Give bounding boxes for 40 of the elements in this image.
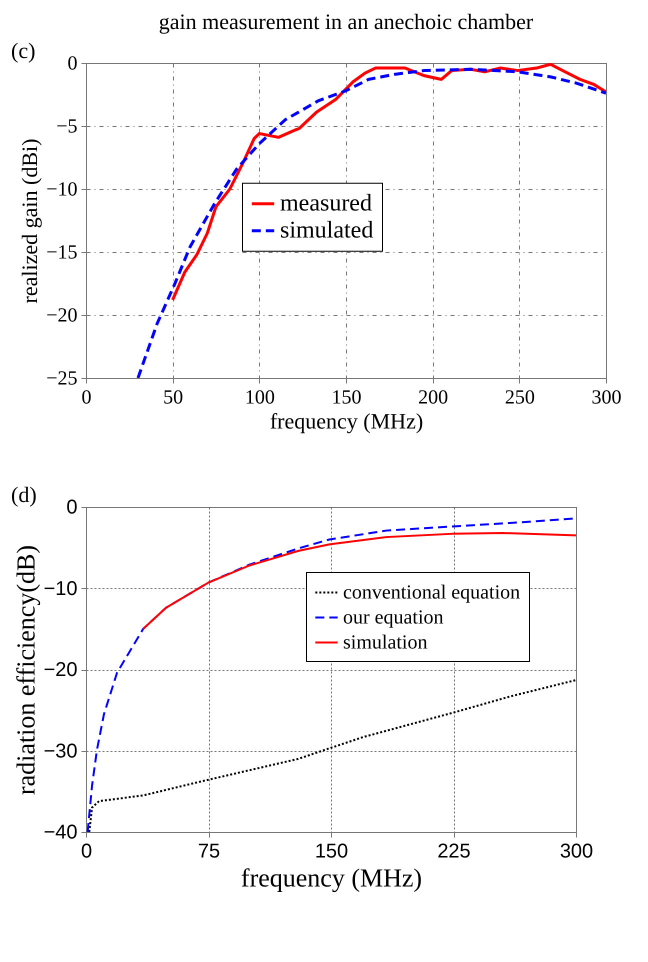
line-series xyxy=(86,517,576,832)
y-tick-label: −40 xyxy=(44,822,78,844)
legend-label: conventional equation xyxy=(343,582,520,604)
line-series xyxy=(136,68,606,378)
x-tick-label: 300 xyxy=(592,386,622,408)
y-axis-title: radiation efficiency(dB) xyxy=(12,544,41,796)
y-tick-label: −25 xyxy=(46,368,78,390)
x-tick-label: 150 xyxy=(314,840,348,862)
x-tick-label: 0 xyxy=(82,386,92,408)
y-tick-label: 0 xyxy=(66,496,78,518)
chart-title: gain measurement in an anechoic chamber xyxy=(158,9,534,34)
x-tick-label: 0 xyxy=(80,840,92,862)
y-tick-label: −20 xyxy=(44,659,78,681)
y-tick-label: −20 xyxy=(46,304,78,326)
legend-label: simulation xyxy=(343,632,428,654)
x-tick-label: 100 xyxy=(244,386,275,408)
y-tick-label: −10 xyxy=(44,578,78,600)
line-series xyxy=(88,679,576,832)
x-tick-label: 250 xyxy=(504,386,535,408)
y-tick-label: −15 xyxy=(46,242,78,264)
legend-label: measured xyxy=(280,190,372,217)
text: (c) xyxy=(11,38,36,63)
y-tick-label: −10 xyxy=(46,178,78,200)
legend-label: simulated xyxy=(280,218,374,244)
x-axis-title: frequency (MHz) xyxy=(240,864,422,892)
line-series xyxy=(171,63,606,302)
x-axis-title: frequency (MHz) xyxy=(270,408,424,434)
x-tick-label: 300 xyxy=(560,840,594,862)
x-tick-label: 50 xyxy=(163,386,184,408)
x-tick-label: 75 xyxy=(198,840,220,862)
legend-label: our equation xyxy=(343,606,444,628)
y-axis-title: realized gain (dBi) xyxy=(17,138,42,304)
y-tick-label: −30 xyxy=(44,740,78,762)
x-tick-label: 150 xyxy=(332,386,362,408)
line-series xyxy=(142,532,576,630)
x-tick-label: 225 xyxy=(437,840,471,862)
text: (d) xyxy=(11,482,37,507)
x-tick-label: 200 xyxy=(418,386,448,408)
y-tick-label: 0 xyxy=(68,52,78,74)
y-tick-label: −5 xyxy=(56,116,78,138)
